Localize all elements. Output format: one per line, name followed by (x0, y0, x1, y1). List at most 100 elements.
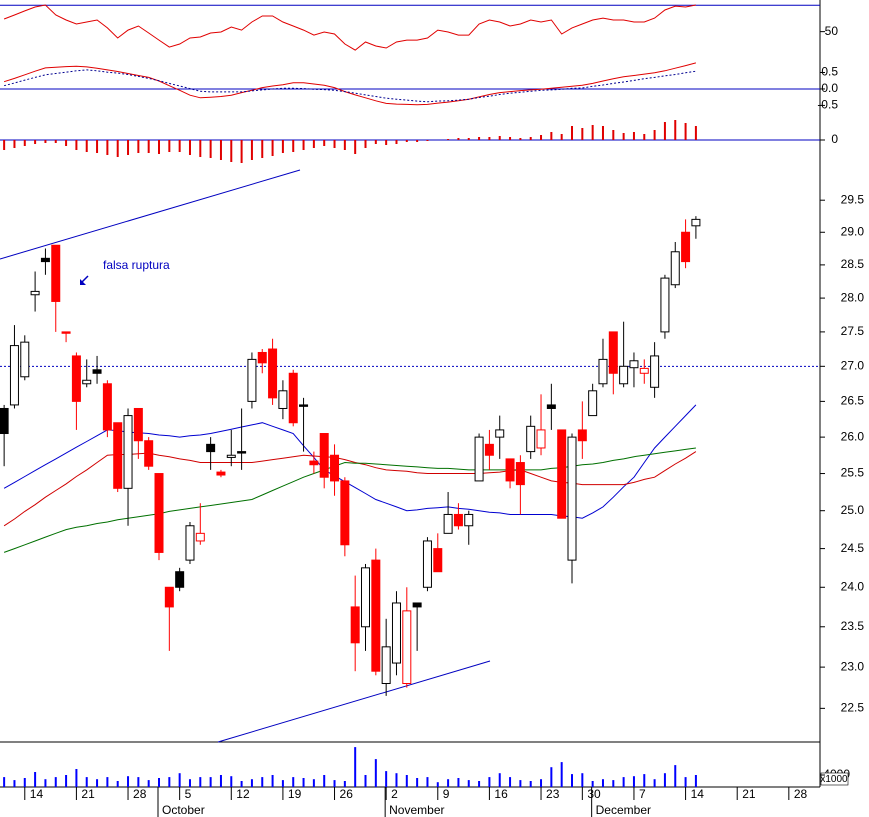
month-label: December (596, 803, 651, 817)
bar (106, 777, 109, 787)
bar (694, 775, 697, 787)
candle-body (319, 433, 329, 478)
y-tick-label: 0 (831, 132, 838, 146)
bar (178, 140, 181, 152)
x-tick-label: 2 (391, 787, 398, 801)
x-tick-label: 19 (288, 787, 302, 801)
bar (447, 779, 450, 787)
y-tick-label: 27.0 (841, 358, 865, 372)
bar (622, 777, 625, 787)
bar (250, 140, 253, 160)
bar (261, 140, 264, 158)
bar (405, 775, 408, 787)
bar (127, 776, 130, 787)
x-tick-label: 14 (30, 787, 44, 801)
bar (281, 140, 284, 153)
candle-body (237, 451, 247, 454)
bar (488, 137, 491, 140)
candle-body (515, 462, 525, 486)
x-tick-label: 21 (742, 787, 756, 801)
bar (426, 777, 429, 787)
candle-body (588, 390, 598, 417)
bar (436, 782, 439, 787)
candle-body (453, 513, 463, 527)
bar (219, 140, 222, 160)
bar (643, 134, 646, 140)
bar (663, 773, 666, 787)
candle-body (670, 251, 680, 286)
candle-body (288, 372, 298, 424)
y-tick-label: 0.0 (821, 81, 838, 95)
bar (560, 134, 563, 140)
bar (612, 780, 615, 787)
candle-body (350, 606, 360, 644)
bar (302, 778, 305, 787)
bar (540, 135, 543, 140)
y-tick-label: 29.5 (841, 192, 865, 206)
bar (674, 120, 677, 140)
bar (188, 140, 191, 155)
bar (426, 140, 429, 141)
candle-body (92, 369, 102, 374)
candle-body (61, 331, 71, 334)
candle-body (133, 407, 143, 442)
bar (75, 140, 78, 150)
bar (323, 140, 326, 146)
bar (312, 779, 315, 787)
bar (209, 777, 212, 787)
bar (509, 137, 512, 140)
bar (416, 140, 419, 142)
candle-body (257, 351, 267, 364)
y-tick-label: 29.0 (841, 224, 865, 238)
bar (137, 140, 140, 153)
bar (467, 138, 470, 140)
candle-body (195, 532, 205, 542)
bar (219, 775, 222, 787)
bar (199, 777, 202, 787)
bar (106, 140, 109, 155)
candle-body (9, 345, 19, 406)
candle-body (102, 383, 112, 431)
line-series (3, 447, 696, 553)
bar (44, 779, 47, 787)
bar (23, 778, 26, 787)
candle-body (577, 429, 587, 442)
bar (343, 140, 346, 150)
bar (581, 128, 584, 140)
candle-body (433, 548, 443, 573)
bar (13, 780, 16, 787)
bar (519, 780, 522, 787)
bar (3, 140, 6, 150)
candle-body (536, 429, 546, 449)
candle-body (619, 365, 629, 385)
y-tick-label: 25.0 (841, 503, 865, 517)
x-tick-label: 30 (587, 787, 601, 801)
bar (374, 140, 377, 144)
bar (694, 126, 697, 140)
y-tick-label: 23.0 (841, 659, 865, 673)
annotation: falsa ruptura (103, 258, 170, 272)
unit-label: x1000 (820, 774, 848, 785)
bar (519, 138, 522, 140)
bar (75, 769, 78, 787)
candle-body (464, 513, 474, 527)
bar (632, 132, 635, 140)
bar (13, 140, 16, 148)
candle-body (381, 646, 391, 685)
bar (271, 775, 274, 787)
bar (65, 775, 68, 787)
bar (271, 140, 274, 156)
y-tick-label: 28.0 (841, 290, 865, 304)
month-label: October (162, 803, 205, 817)
bar (292, 777, 295, 787)
bar (591, 125, 594, 140)
bar (374, 759, 377, 787)
bar (199, 140, 202, 157)
candle-body (247, 358, 257, 402)
y-tick-label: -0.5 (817, 98, 838, 112)
bar (643, 774, 646, 787)
y-tick-label: 26.5 (841, 394, 865, 408)
bar (591, 781, 594, 787)
candle-body (557, 429, 567, 519)
